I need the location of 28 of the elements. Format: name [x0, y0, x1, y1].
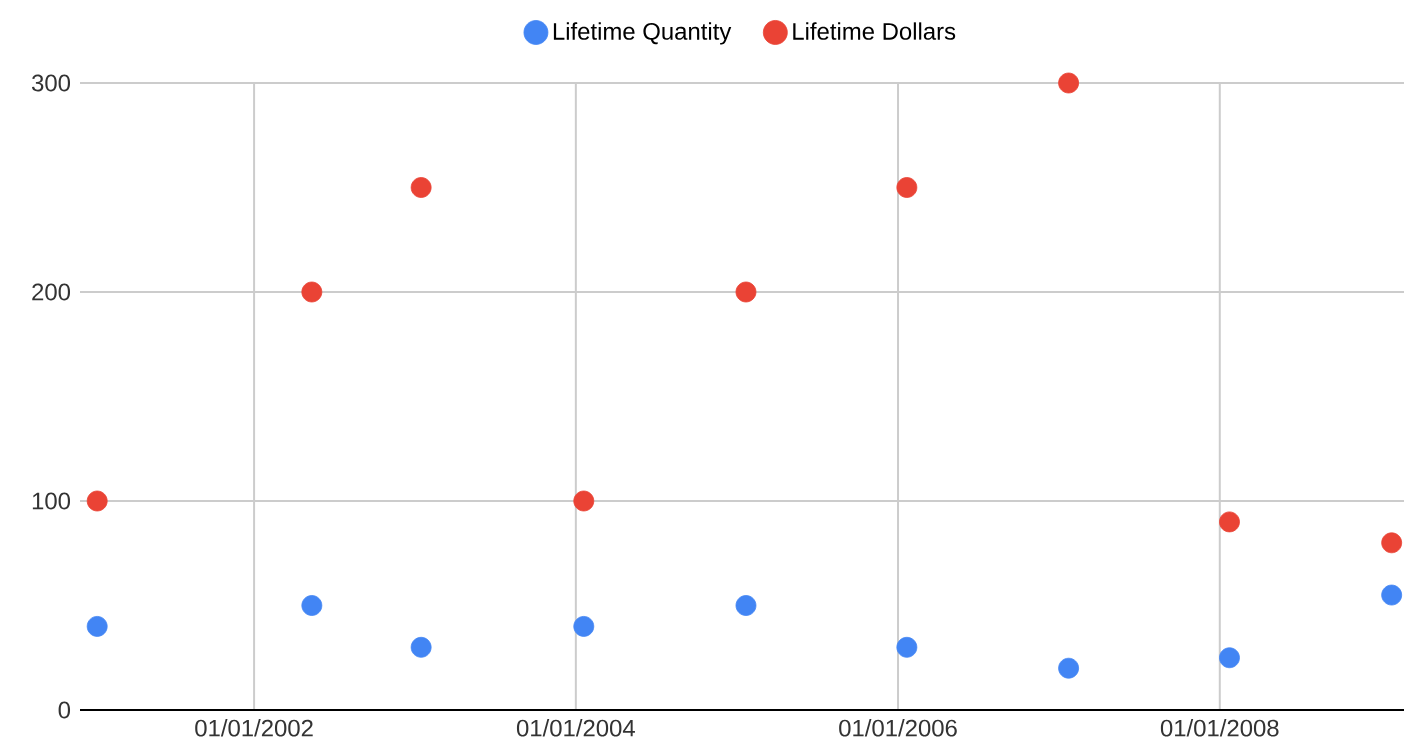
point — [86, 616, 108, 637]
point — [573, 616, 595, 637]
point — [896, 636, 918, 658]
point — [1219, 511, 1240, 533]
point — [735, 595, 757, 616]
point — [1058, 657, 1079, 679]
point — [573, 490, 595, 512]
point — [301, 281, 323, 303]
point — [1219, 647, 1240, 669]
x-tick-label: 01/01/2006 — [839, 719, 957, 737]
y-tick-label: 200 — [32, 283, 71, 301]
point — [735, 281, 757, 303]
x-tick-label: 01/01/2002 — [195, 719, 313, 737]
point — [410, 177, 432, 198]
y-tick-label: 0 — [58, 701, 71, 719]
legend-label: Lifetime Quantity — [553, 22, 732, 45]
point — [896, 177, 918, 198]
y-tick-label: 100 — [32, 492, 71, 510]
point — [1381, 532, 1403, 554]
point — [1381, 584, 1403, 606]
x-tick-label: 01/01/2004 — [516, 719, 635, 737]
legend-label: Lifetime Dollars — [793, 22, 956, 40]
y-tick-label: 300 — [31, 74, 71, 92]
x-tick-label: 01/01/2008 — [1160, 719, 1279, 737]
point — [1058, 72, 1079, 94]
point — [410, 636, 432, 658]
point — [301, 595, 323, 616]
point — [86, 490, 108, 512]
